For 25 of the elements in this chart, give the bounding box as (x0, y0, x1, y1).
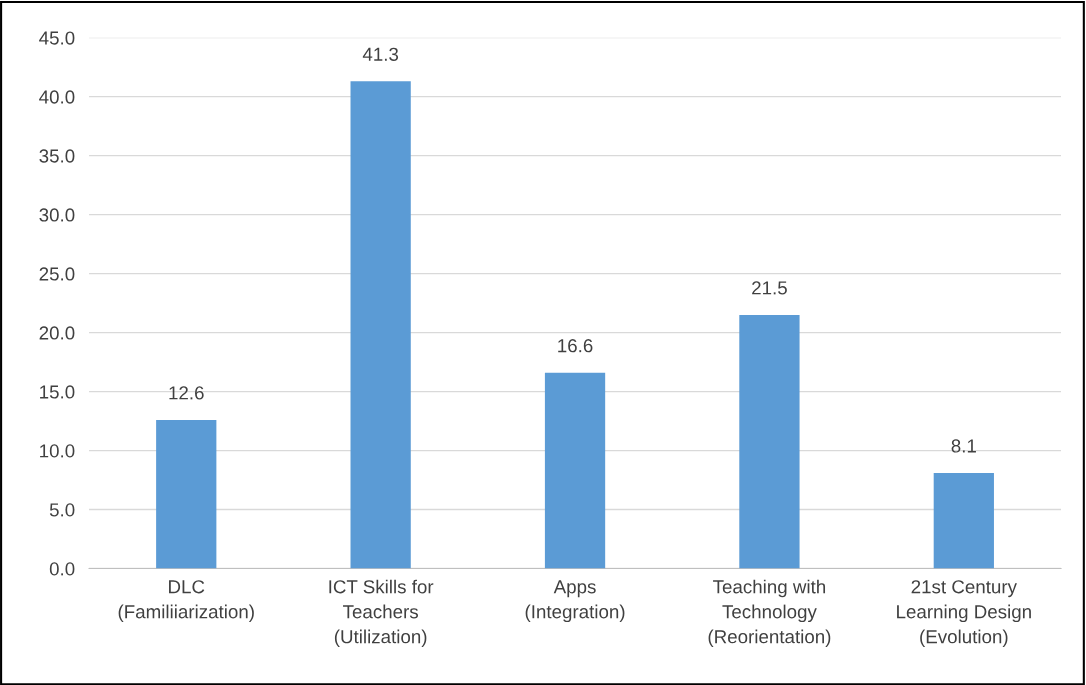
bar (739, 314, 800, 569)
data-label: 16.6 (558, 339, 593, 353)
data-label: 8.1 (951, 439, 976, 453)
y-tick-label: 15.0 (40, 385, 75, 399)
data-label: 41.3 (362, 47, 399, 61)
y-tick-label: 20.0 (39, 326, 75, 340)
bar (544, 372, 606, 569)
x-tick-label: 21st Century Learning Design (Evolution) (897, 580, 1031, 648)
bar (933, 472, 994, 569)
y-tick-label: 35.0 (39, 149, 75, 163)
x-tick-label: DLC (Familiiarization) (118, 580, 254, 623)
y-tick-label: 5.0 (49, 503, 75, 517)
data-label: 12.6 (169, 386, 204, 400)
y-tick-label: 10.0 (40, 444, 75, 458)
y-tick-label: 40.0 (39, 90, 75, 104)
bar (350, 81, 411, 569)
x-tick-label: ICT Skills for Teachers (Utilization) (329, 579, 434, 648)
y-tick-label: 25.0 (39, 267, 75, 281)
data-label: 21.5 (752, 281, 787, 295)
y-tick-label: 0.0 (49, 562, 75, 576)
bar (156, 419, 217, 569)
x-tick-label: Apps (Integration) (525, 580, 625, 623)
y-tick-label: 30.0 (39, 208, 75, 222)
x-tick-label: Teaching with Technology (Reorientation) (708, 579, 831, 648)
y-tick-label: 45.0 (39, 31, 75, 45)
